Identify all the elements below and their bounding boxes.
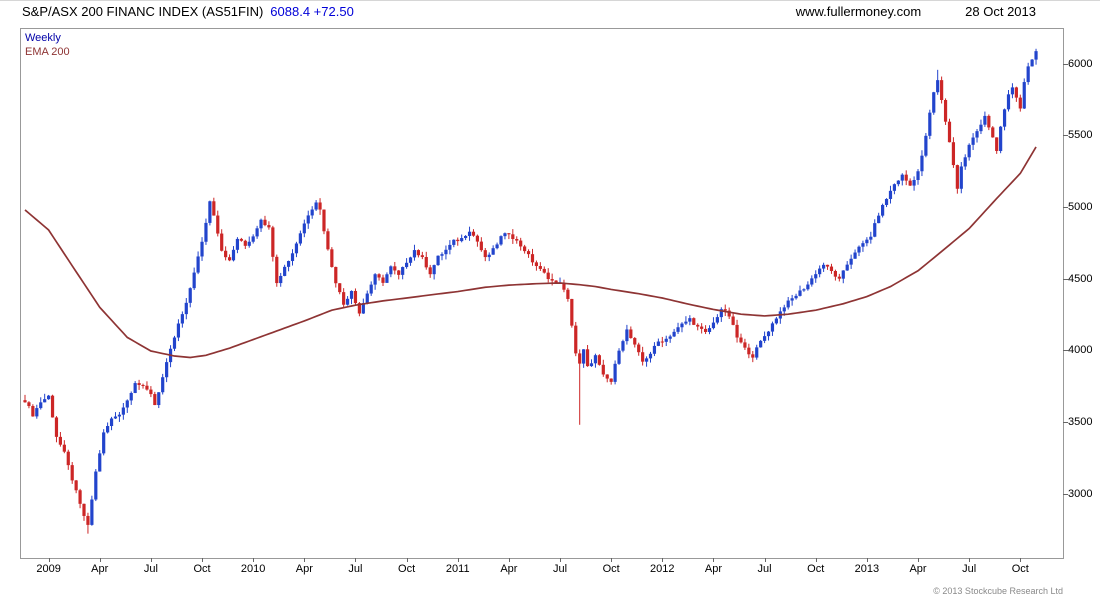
x-axis-label: 2010 [240,563,266,575]
x-axis-label: Oct [807,563,825,575]
x-axis-label: Jul [552,563,568,575]
x-axis-label: Oct [193,563,211,575]
date-label: 28 Oct 2013 [965,4,1036,19]
x-axis-label: Oct [1011,563,1029,575]
y-axis-label: 5500 [1068,129,1093,142]
y-axis-label: 5000 [1068,201,1093,214]
y-axis-label: 6000 [1068,57,1093,70]
chart-quote: 6088.4 +72.50 [270,4,354,19]
x-axis-label: 2009 [36,563,61,575]
x-axis-label: 2012 [650,563,675,575]
chart-legend: Weekly EMA 200 [25,31,70,59]
y-axis-label: 3500 [1068,415,1093,428]
x-axis-label: Jul [348,563,363,575]
x-axis-label: 2013 [854,563,880,575]
x-axis-label: 2011 [445,563,470,575]
x-axis-label: Apr [909,563,927,575]
legend-weekly: Weekly [25,32,61,44]
titlebar: S&P/ASX 200 FINANC INDEX (AS51FIN) 6088.4… [0,4,1100,19]
x-axis-label: Jul [962,563,977,575]
x-axis-label: Oct [398,563,416,575]
x-axis-label: Oct [602,563,620,575]
title-right: www.fullermoney.com 28 Oct 2013 [796,4,1100,19]
title-left: S&P/ASX 200 FINANC INDEX (AS51FIN) 6088.4… [0,4,354,19]
legend-ema: EMA 200 [25,46,70,58]
chart-title: S&P/ASX 200 FINANC INDEX (AS51FIN) [22,4,264,19]
x-axis-label: Jul [143,563,158,575]
website-link[interactable]: www.fullermoney.com [795,4,922,19]
y-axis-label: 4000 [1068,344,1093,357]
x-axis-label: Apr [91,563,109,575]
y-axis-label: 4500 [1068,272,1093,285]
y-axis-label: 3000 [1068,487,1093,500]
x-axis-label: Apr [704,563,722,575]
copyright-label: © 2013 Stockcube Research Ltd [933,586,1063,596]
x-axis-label: Apr [295,563,313,575]
x-axis-label: Jul [757,563,772,575]
x-axis-label: Apr [500,563,518,575]
